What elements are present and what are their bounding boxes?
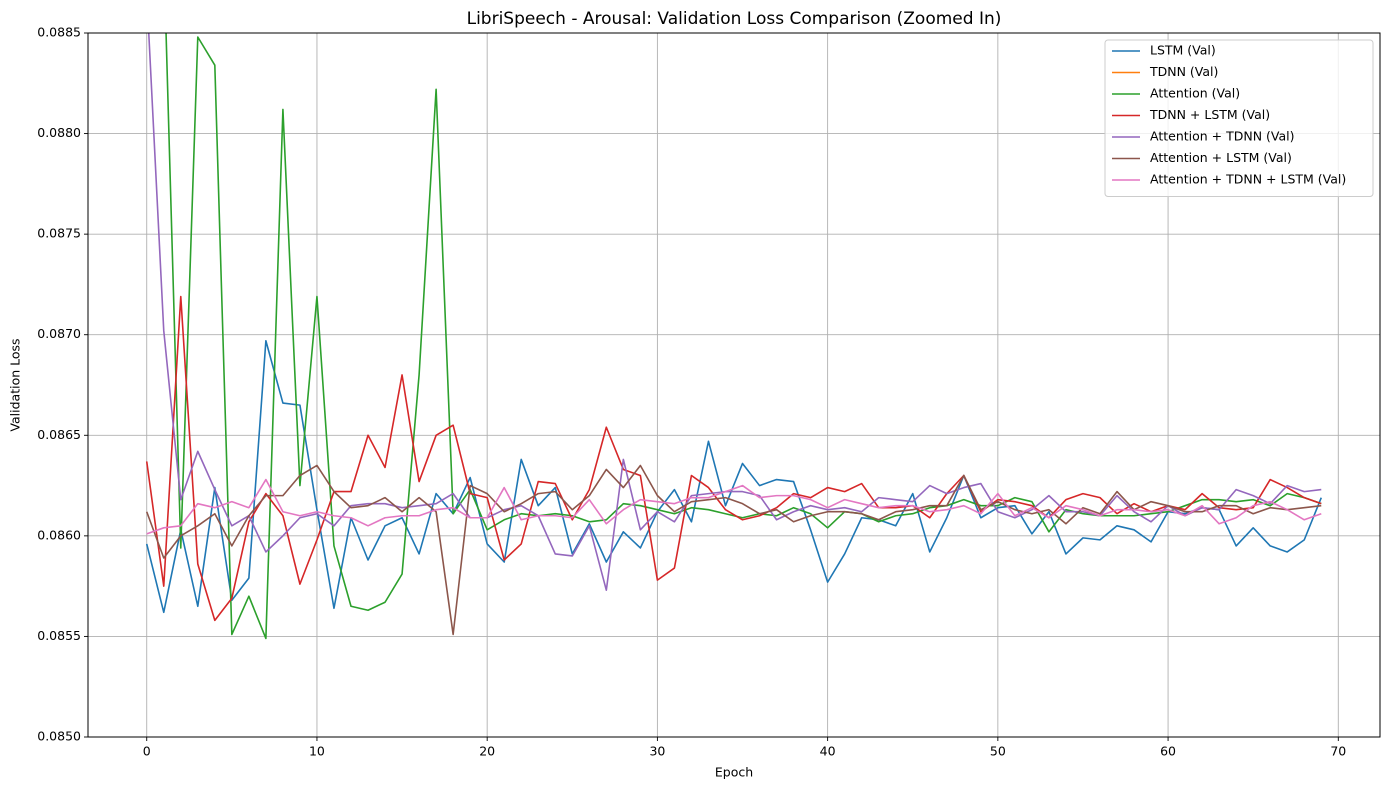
chart-title: LibriSpeech - Arousal: Validation Loss C…: [467, 9, 1002, 29]
legend-label: Attention (Val): [1150, 86, 1240, 101]
y-tick-label: 0.0885: [37, 25, 81, 40]
x-tick-label: 70: [1330, 744, 1346, 759]
series-line: [147, 33, 1322, 591]
y-tick-label: 0.0850: [37, 729, 81, 744]
legend-label: LSTM (Val): [1150, 43, 1216, 58]
legend-label: Attention + TDNN (Val): [1150, 129, 1295, 144]
legend-label: Attention + LSTM (Val): [1150, 150, 1292, 165]
y-tick-label: 0.0875: [37, 226, 81, 241]
y-tick-label: 0.0870: [37, 326, 81, 341]
plot-lines: [145, 33, 1323, 640]
y-tick-label: 0.0855: [37, 628, 81, 643]
x-tick-label: 0: [143, 744, 151, 759]
x-tick-label: 10: [309, 744, 325, 759]
legend: LSTM (Val) TDNN (Val) Attention (Val) TDNN …: [1104, 39, 1374, 197]
x-tick-label: 40: [820, 744, 836, 759]
legend-label: Attention + TDNN + LSTM (Val): [1150, 172, 1346, 187]
series-line: [145, 339, 1323, 614]
x-tick-label: 20: [479, 744, 495, 759]
legend-box: [1104, 39, 1374, 197]
y-tick-label: 0.0865: [37, 427, 81, 442]
plot-frame: [87, 32, 1381, 738]
legend-label: TDNN (Val): [1149, 64, 1218, 79]
legend-label: TDNN + LSTM (Val): [1149, 107, 1270, 122]
x-tick-label: 30: [649, 744, 665, 759]
series-line: [146, 478, 1322, 535]
y-tick-label: 0.0860: [37, 527, 81, 542]
x-tick-label: 60: [1160, 744, 1176, 759]
y-tick-label: 0.0880: [37, 125, 81, 140]
series-line: [145, 464, 1322, 636]
y-axis-label: Validation Loss: [8, 338, 23, 431]
x-axis-label: Epoch: [715, 765, 753, 780]
series-line: [145, 295, 1322, 622]
x-tick-label: 50: [990, 744, 1006, 759]
series-line: [165, 33, 1322, 640]
